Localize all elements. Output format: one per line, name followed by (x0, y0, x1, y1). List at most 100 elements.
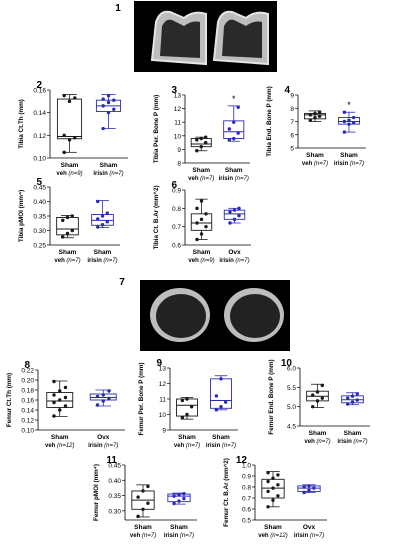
y-axis-label: Tibia Per. Bone P (mm) (153, 95, 160, 163)
box-group-veh: Sham veh (n=9) (56, 93, 83, 177)
x-label-bottom: irisin (n=7) (87, 258, 117, 264)
y-tick-label: 0.35 (108, 493, 121, 500)
tibia-micro-ct-image (134, 1, 277, 72)
y-tick-label: 13 (174, 93, 182, 100)
data-point (195, 138, 199, 142)
data-point (228, 210, 232, 214)
y-tick-label: 0.18 (21, 388, 34, 395)
data-point (199, 199, 204, 203)
x-label-top: Sham (51, 434, 69, 441)
data-point (311, 393, 315, 397)
y-tick-label: 9 (177, 147, 181, 154)
y-tick-label: 0.20 (21, 378, 34, 385)
y-tick-label: 12 (159, 381, 167, 388)
data-point (203, 140, 208, 145)
data-point (320, 383, 324, 388)
tibia-cross-section-irisin (212, 10, 269, 66)
y-tick-label: 0.30 (33, 228, 46, 235)
data-point (61, 235, 65, 239)
box-group-veh: Sham veh (n=7) (174, 397, 200, 449)
data-point (52, 379, 56, 384)
significance-star: * (347, 100, 351, 110)
chart-panel-3: 3 8 9 10 11 12 13 Tibia Per. Bone P (mm) Sham veh… (153, 85, 250, 182)
data-point (315, 399, 320, 403)
data-point (237, 206, 241, 211)
panel-number: 11 (106, 455, 117, 466)
box-group-irisin: Sham irisin (n=7) (337, 392, 368, 445)
box-iqr (190, 213, 213, 231)
data-point (342, 119, 347, 124)
data-point (266, 505, 270, 509)
data-point (96, 225, 100, 229)
y-tick-label: 5.5 (287, 385, 296, 392)
data-point (180, 398, 185, 403)
y-tick-label: 0.40 (33, 199, 46, 206)
data-point (276, 494, 280, 498)
chart-panel-8: 8 0.10 0.12 0.14 0.16 0.18 0.20 0.22 Femur Ct.Th… (6, 360, 125, 449)
box-group-irisin: Sham irisin (n=7) (164, 492, 194, 539)
data-point (237, 213, 241, 218)
data-point (52, 393, 56, 397)
data-point (312, 486, 316, 490)
data-point (342, 110, 347, 114)
data-point (62, 133, 66, 138)
box-group-irisin: Ovx irisin (n=7) (88, 389, 118, 449)
data-point (96, 217, 100, 221)
data-point (61, 218, 65, 223)
x-label-bottom: irisin (n=7) (294, 533, 324, 539)
data-point (106, 100, 111, 105)
y-axis-label: Femur End. Bone P (mm) (268, 359, 275, 434)
data-point (100, 214, 105, 218)
data-point (65, 231, 70, 236)
chart-panel-4: 4 5 6 7 8 9 Tibia End. Bone P (mm) Sham veh (n=7… (266, 85, 366, 167)
data-point (276, 483, 280, 487)
chart-panel-6: 6 0.6 0.7 0.8 0.9 Tibia Ct. B.Ar (mm^2) Sham ve… (152, 180, 251, 264)
section-label-1: 1 (115, 3, 121, 14)
box-group-irisin: Ovx irisin (n=7) (294, 484, 324, 539)
data-point (317, 114, 322, 118)
data-point (199, 217, 204, 222)
x-label-bottom: irisin (n=7) (93, 171, 123, 177)
x-label-bottom: veh (n=12) (45, 443, 75, 449)
data-point (199, 232, 204, 236)
x-label-bottom: veh (n=7) (54, 258, 80, 264)
y-tick-label: 0.7 (242, 496, 251, 503)
data-point (347, 122, 351, 126)
x-label-top: Ovx (228, 249, 241, 256)
chart-panel-12: 12 0.5 0.6 0.7 0.8 0.9 1.0 Femur Ct. B.Ar (mm^2… (222, 455, 327, 539)
data-point (219, 377, 223, 381)
y-tick-label: 0.9 (172, 188, 181, 195)
data-point (65, 215, 70, 220)
data-point (227, 138, 232, 142)
box-iqr (210, 378, 232, 409)
data-point (52, 414, 56, 418)
box-group-irisin: Sham irisin (n=7) (206, 375, 236, 449)
y-tick-label: 0.45 (108, 463, 121, 470)
data-point (62, 93, 66, 98)
data-point (227, 127, 232, 131)
y-axis-label: Tibia Ct.Th (mm) (18, 99, 25, 149)
y-tick-label: 6 (290, 132, 294, 139)
data-point (302, 490, 306, 495)
x-label-bottom: irisin (n=7) (164, 533, 194, 539)
x-label-top: Sham (170, 524, 188, 531)
x-label-top: Ovx (97, 434, 110, 441)
data-point (346, 402, 350, 406)
data-point (232, 217, 237, 222)
x-label-bottom: irisin (n=7) (88, 443, 118, 449)
data-point (95, 403, 100, 407)
x-label-bottom: irisin (n=7) (219, 176, 249, 182)
x-label-bottom: veh (n=7) (302, 161, 328, 167)
y-tick-label: 0.10 (33, 156, 46, 163)
data-point (185, 397, 189, 401)
y-tick-label: 0.16 (21, 398, 34, 405)
significance-star: * (232, 94, 236, 104)
box-group-irisin: Sham irisin (n=7) (219, 105, 249, 182)
data-point (313, 115, 317, 120)
y-tick-label: 0.6 (172, 243, 181, 250)
box-group-veh: Sham veh (n=12) (45, 379, 75, 449)
y-tick-label: 0.35 (33, 214, 46, 221)
y-axis-label: Tibia Ct. B.Ar (mm^2) (152, 185, 160, 249)
x-label-bottom: veh (n=7) (304, 439, 330, 445)
